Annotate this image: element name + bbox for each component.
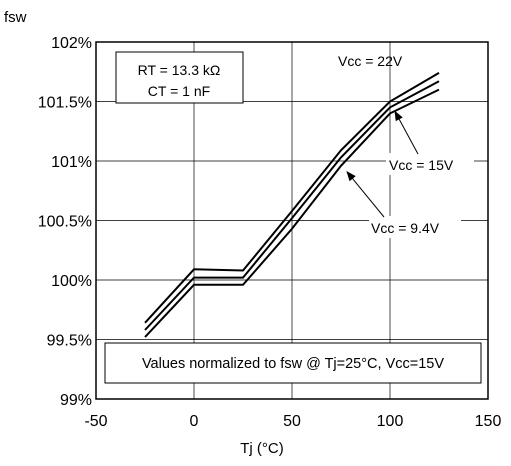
param-rt: RT = 13.3 kΩ [138,62,221,78]
label-bg-9v4 [369,216,461,238]
note-text: Values normalized to fsw @ Tj=25°C, Vcc=… [142,356,444,372]
y-tick-label: 100% [51,273,92,290]
x-axis-label: Tj (°C) [240,440,283,457]
y-tick-label: 99.5% [47,333,92,350]
series-label-9v4: Vcc = 9.4V [371,220,440,236]
series-label-15v: Vcc = 15V [389,157,454,173]
y-tick-label: 102% [51,35,92,52]
y-tick-label: 101% [51,154,92,171]
arrow-9v4 [346,170,385,218]
x-tick-label: -50 [84,413,107,430]
series-line-1 [144,80,440,331]
plot-frame [95,41,489,400]
series-line-0 [144,72,440,324]
series-label-22v: Vcc = 22V [338,53,403,69]
series-group [144,72,440,338]
x-tick-label: 150 [475,413,502,430]
y-axis-label: fsw [4,9,27,26]
param-ct: CT = 1 nF [148,83,210,99]
y-tick-labels: 99% 99.5% 100% 100.5% 101% 101.5% 102% [38,35,92,409]
x-tick-label: 0 [190,413,199,430]
y-tick-label: 100.5% [38,214,92,231]
note-box: Values normalized to fsw @ Tj=25°C, Vcc=… [104,342,482,384]
annotations: Vcc = 22V Vcc = 15V Vcc = 9.4V [338,53,474,238]
label-bg-15v [386,153,474,175]
y-tick-label: 99% [60,392,92,409]
x-tick-labels: -50 0 50 100 150 [84,413,501,430]
arrow-15v [394,110,419,155]
x-tick-label: 50 [283,413,301,430]
y-tick-label: 101.5% [38,95,92,112]
params-box: RT = 13.3 kΩ CT = 1 nF [115,51,244,104]
series-line-2 [144,88,440,338]
x-tick-label: 100 [377,413,404,430]
